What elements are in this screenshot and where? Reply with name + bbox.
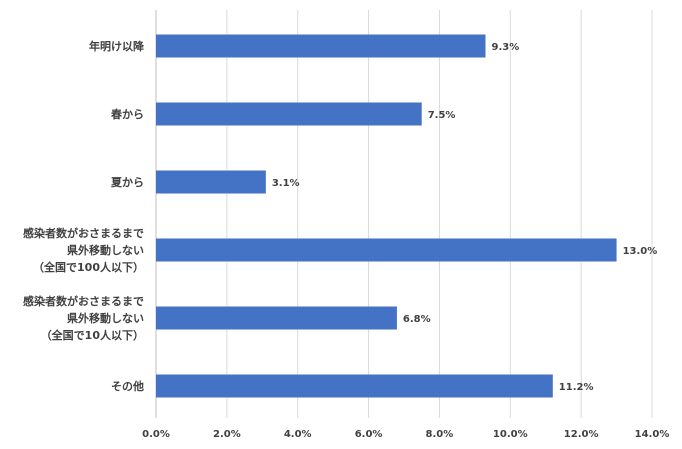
- bar: [156, 374, 553, 398]
- category-label: 夏から: [111, 176, 144, 189]
- bar: [156, 238, 617, 262]
- bar: [156, 34, 486, 58]
- x-tick-label: 14.0%: [635, 429, 670, 440]
- data-label: 13.0%: [623, 246, 658, 257]
- x-tick-label: 8.0%: [426, 429, 454, 440]
- data-label: 9.3%: [491, 42, 519, 53]
- bar: [156, 170, 266, 194]
- category-label: （全国で10人以下）: [41, 328, 144, 342]
- x-tick-label: 0.0%: [142, 429, 170, 440]
- x-axis-tick-labels: 0.0% 2.0% 4.0% 6.0% 8.0% 10.0% 12.0% 14.0%: [142, 429, 669, 440]
- data-labels: 9.3% 7.5% 3.1% 13.0% 6.8% 11.2%: [272, 42, 657, 393]
- category-label: 県外移動しない: [67, 243, 144, 257]
- bars: [156, 34, 617, 398]
- data-label: 7.5%: [428, 110, 456, 121]
- data-label: 11.2%: [559, 382, 594, 393]
- x-tick-label: 10.0%: [493, 429, 528, 440]
- bar: [156, 306, 397, 330]
- category-label: 県外移動しない: [67, 311, 144, 325]
- data-label: 3.1%: [272, 178, 300, 189]
- x-tick-label: 2.0%: [213, 429, 241, 440]
- category-label: 春から: [111, 107, 144, 121]
- x-tick-label: 12.0%: [564, 429, 599, 440]
- x-tick-label: 6.0%: [355, 429, 383, 440]
- category-label: 感染者数がおさまるまで: [23, 226, 144, 240]
- data-label: 6.8%: [403, 314, 431, 325]
- gridlines: [155, 10, 653, 418]
- category-label: 感染者数がおさまるまで: [23, 294, 144, 308]
- category-label: （全国で100人以下）: [33, 260, 144, 274]
- bar: [156, 102, 422, 126]
- x-tick-label: 4.0%: [284, 429, 312, 440]
- category-label: 年明け以降: [89, 39, 145, 53]
- category-label: その他: [111, 379, 144, 393]
- category-labels: 年明け以降春から夏から感染者数がおさまるまで県外移動しない（全国で100人以下）…: [23, 39, 145, 393]
